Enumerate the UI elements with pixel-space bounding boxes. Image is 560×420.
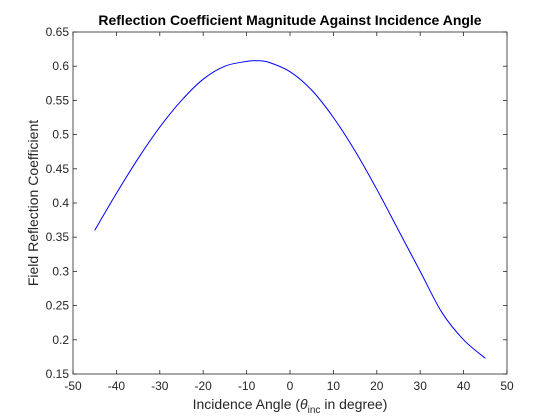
x-axis-label-subscript: inc — [308, 405, 321, 416]
y-tick-label: 0.4 — [52, 196, 69, 210]
x-axis-label-theta: θ — [300, 396, 308, 412]
x-axis-label: Incidence Angle (θinc in degree) — [193, 396, 388, 416]
x-tick-label: -30 — [151, 379, 169, 393]
x-tick-label: 30 — [414, 379, 428, 393]
x-tick-label: 0 — [287, 379, 294, 393]
x-tick-label: 10 — [327, 379, 341, 393]
y-axis-label: Field Reflection Coefficient — [25, 120, 41, 286]
axes-box — [72, 31, 508, 375]
chart-title: Reflection Coefficient Magnitude Against… — [98, 12, 481, 28]
y-tick-label: 0.2 — [52, 333, 69, 347]
x-axis-label-prefix: Incidence Angle ( — [193, 396, 301, 412]
y-tick-label: 0.45 — [46, 162, 70, 176]
x-tick-label: -10 — [238, 379, 256, 393]
x-tick-label: 20 — [370, 379, 384, 393]
x-axis-label-suffix: in degree) — [320, 396, 387, 412]
y-tick-label: 0.35 — [46, 230, 70, 244]
x-tick-label: 40 — [457, 379, 471, 393]
y-tick-label: 0.55 — [46, 93, 70, 107]
y-tick-label: 0.25 — [46, 299, 70, 313]
y-tick-label: 0.6 — [52, 59, 69, 73]
plot-area — [73, 32, 507, 374]
tick-layer: -50 -40 -30 -20 -10 0 10 20 30 40 50 0.15 0.2 0.25 0.3… — [46, 25, 514, 393]
y-tick-label: 0.3 — [52, 264, 69, 278]
y-tick-label: 0.65 — [46, 25, 70, 39]
series-line — [94, 60, 486, 359]
x-tick-label: -40 — [108, 379, 126, 393]
y-tick-label: 0.15 — [46, 367, 70, 381]
x-tick-label: 50 — [500, 379, 514, 393]
y-tick-label: 0.5 — [52, 128, 69, 142]
x-tick-label: -20 — [195, 379, 213, 393]
x-tick-label: -50 — [64, 379, 82, 393]
data-layer — [94, 60, 486, 359]
